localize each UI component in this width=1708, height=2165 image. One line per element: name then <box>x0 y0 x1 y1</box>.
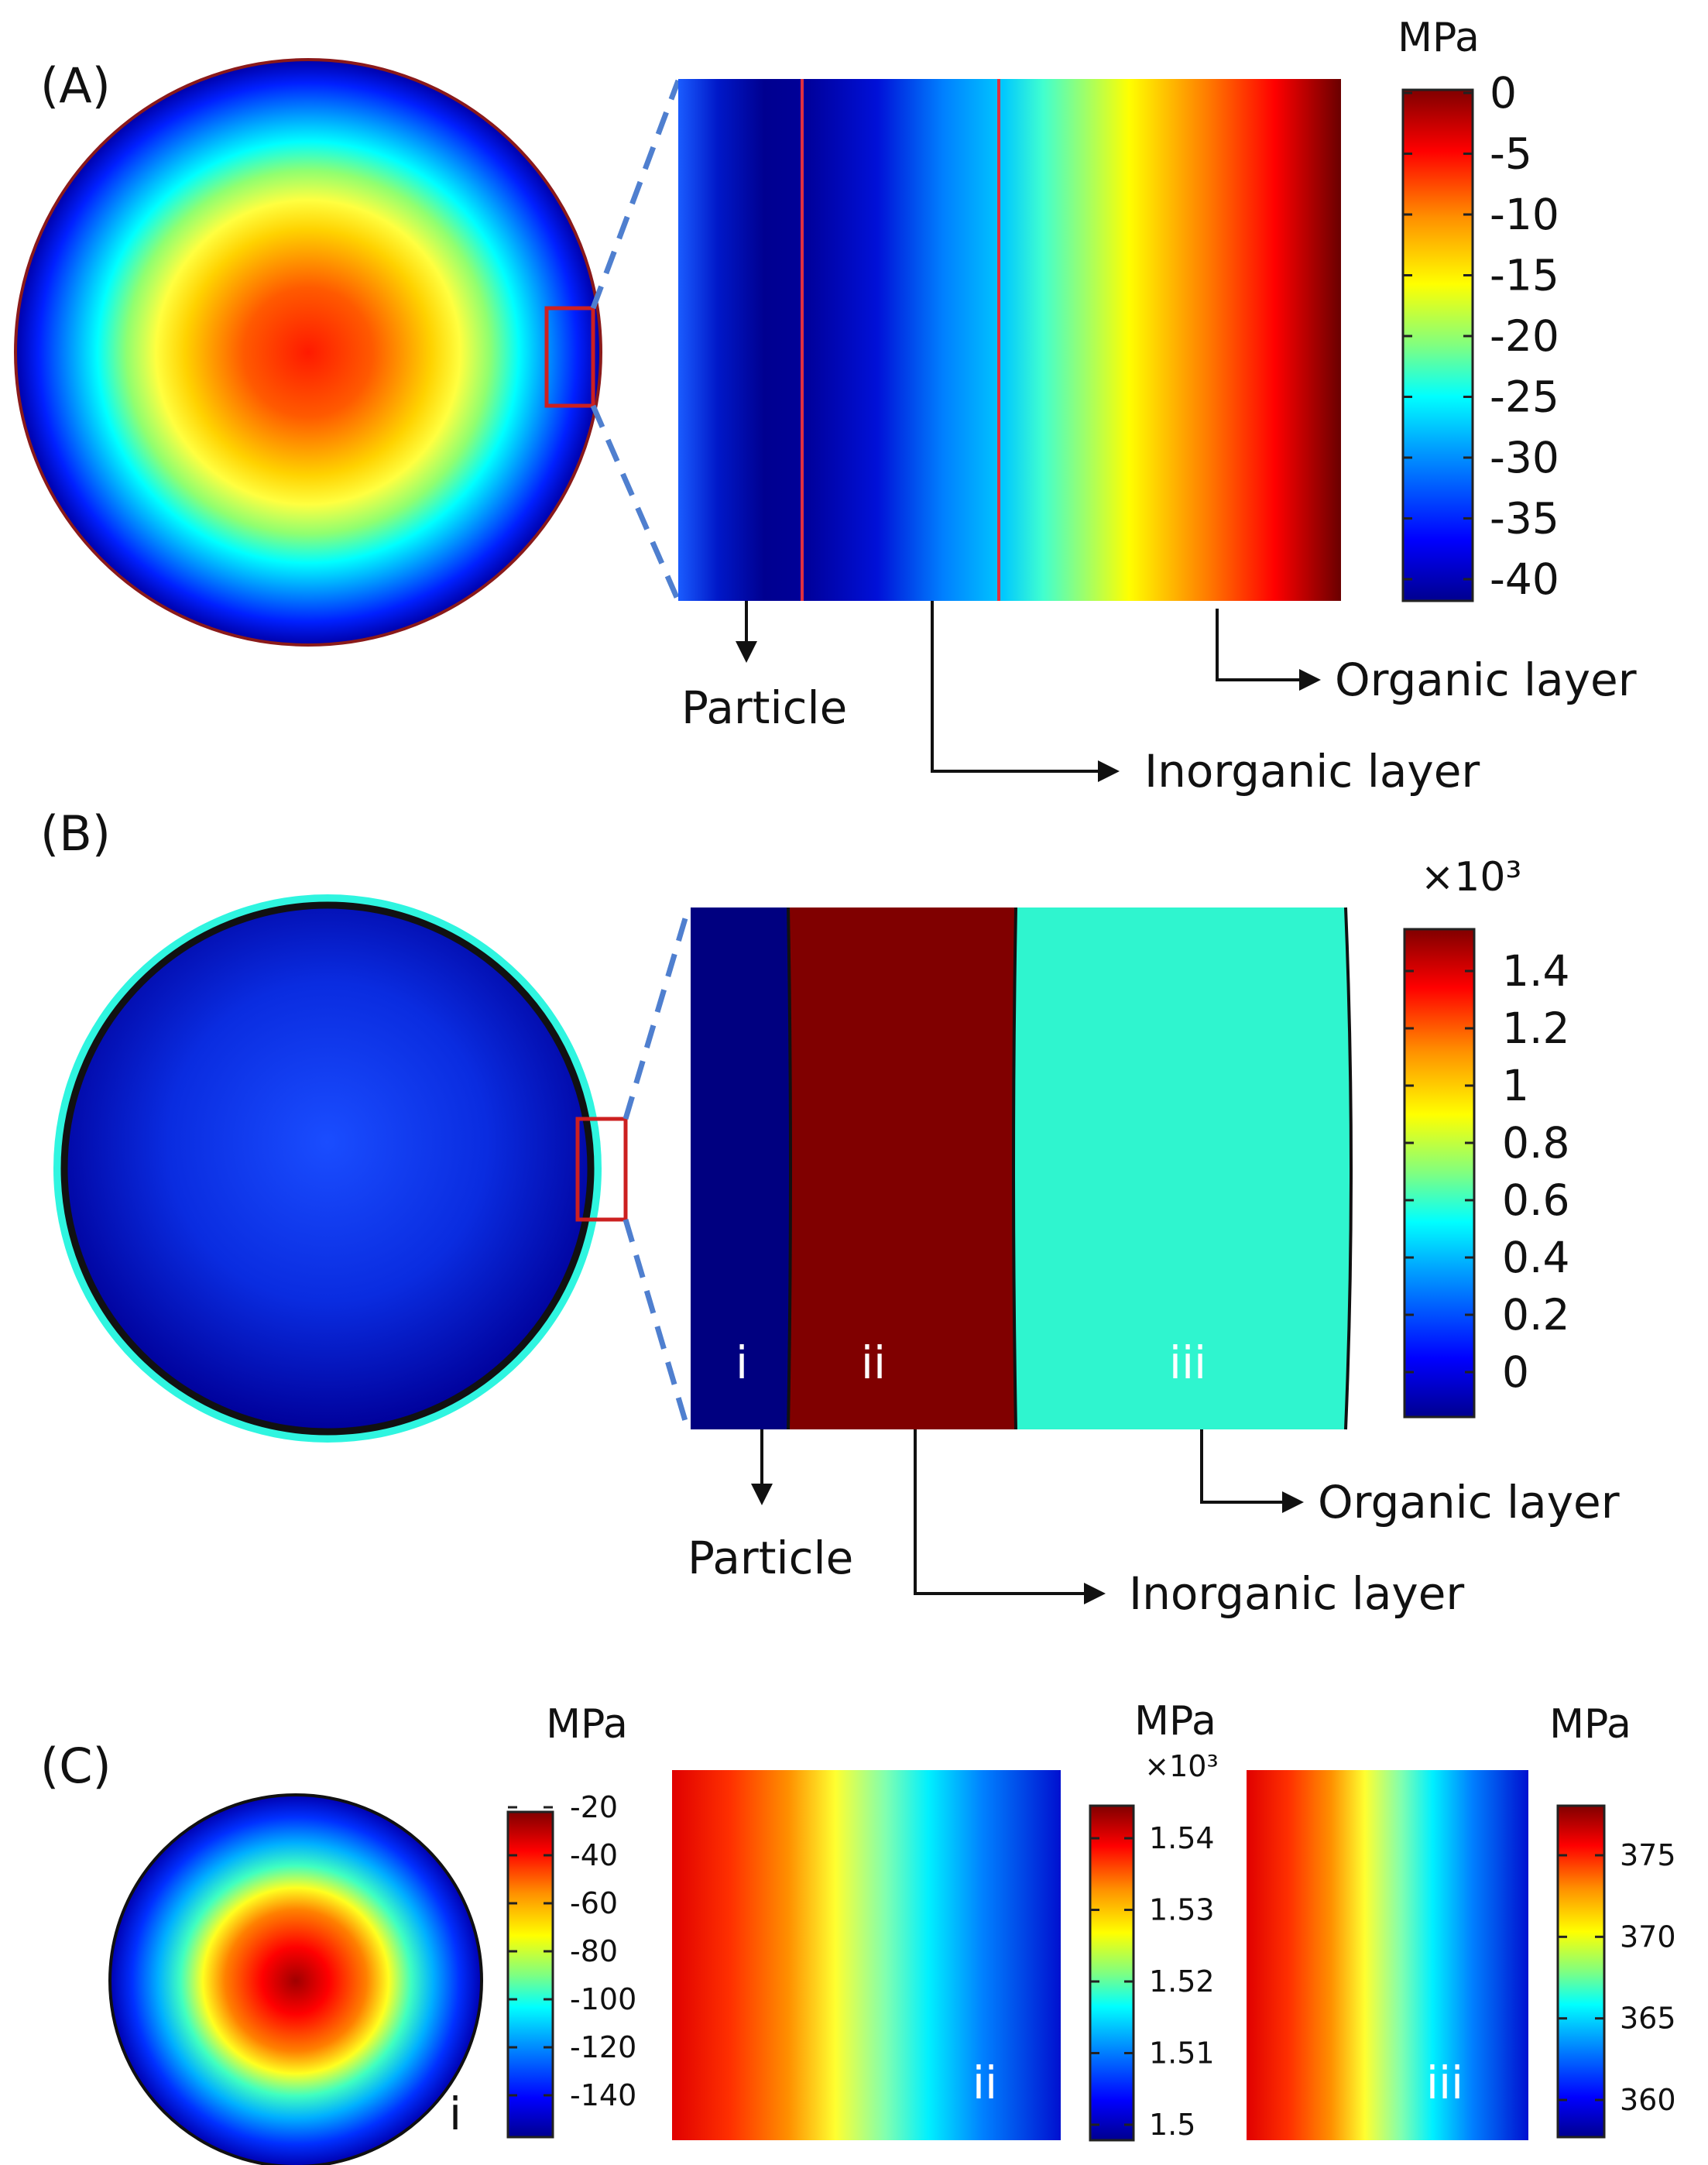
colorbar-b-exponent: ×10³ <box>1421 854 1522 901</box>
zoom-field-c-ii <box>672 1770 1061 2140</box>
colorbar-c-iii-unit: MPa <box>1549 1701 1631 1748</box>
colorbar-tick-label: 0 <box>1490 68 1517 118</box>
colorbar-tick-label: 1.52 <box>1149 1964 1215 1999</box>
colorbar-b-ticks: 1.4 1.2 1 0.8 0.6 0.4 0.2 0 <box>1404 946 1569 1397</box>
panel-a-label: (A) <box>40 57 111 114</box>
colorbar-tick-label: -25 <box>1490 372 1559 422</box>
colorbar-a-ticks: 0 -5 -10 -15 -20 -25 -30 -35 -40 <box>1403 68 1559 604</box>
panel-b: (B) i ii iii ×10³ 1.4 1.2 1 0.8 0.6 0.4 0.2 0 P… <box>40 805 1620 1620</box>
colorbar-tick-label: 1.5 <box>1149 2108 1195 2142</box>
zoom-dash-top-a <box>590 79 681 310</box>
zoom-dash-bottom-a <box>590 404 681 602</box>
zoom-box-b <box>575 1117 628 1222</box>
region-label-i: i <box>736 1336 748 1389</box>
interface-line-3-b <box>1344 907 1353 1430</box>
region-ii-b <box>788 908 1016 1429</box>
colorbar-tick-label: 1 <box>1502 1061 1529 1110</box>
colorbar-c-i-ticks: -20 -40 -60 -80 -100 -120 -140 <box>508 1790 636 2112</box>
colorbar-a <box>1401 88 1474 602</box>
colorbar-tick-label: -40 <box>570 1838 618 1872</box>
zoom-field-a <box>678 79 1341 601</box>
colorbar-tick-label: -5 <box>1490 129 1532 179</box>
colorbar-a-unit: MPa <box>1398 15 1480 61</box>
region-label-iii: iii <box>1169 1336 1206 1389</box>
colorbar-tick-label: 1.54 <box>1149 1821 1215 1855</box>
colorbar-tick-label: -100 <box>570 1982 636 2016</box>
callouts-a <box>736 601 1321 782</box>
colorbar-c-iii <box>1556 1804 1606 2139</box>
colorbar-tick-label: -80 <box>570 1934 618 1968</box>
colorbar-c-i <box>506 1810 554 2139</box>
callout-inorganic-a: Inorganic layer <box>1144 745 1480 798</box>
colorbar-tick-label: 1.4 <box>1502 946 1569 996</box>
colorbar-tick-label: 0.4 <box>1502 1233 1569 1282</box>
panel-a: (A) MPa 0 -5 -10 -15 -20 -25 -30 -35 -40 Particl… <box>14 15 1637 798</box>
colorbar-tick-label: -15 <box>1490 251 1559 300</box>
colorbar-tick-label: -35 <box>1490 494 1559 544</box>
colorbar-c-i-unit: MPa <box>546 1701 628 1748</box>
region-i-b <box>691 908 790 1429</box>
callout-particle-b: Particle <box>688 1532 853 1584</box>
zoom-box-a <box>544 306 595 408</box>
colorbar-tick-label: -140 <box>570 2078 636 2112</box>
particle-circle-c <box>108 1793 483 2165</box>
particle-circle-b <box>60 901 595 1436</box>
colorbar-c-iii-ticks: 375 370 365 360 <box>1558 1838 1676 2117</box>
callout-organic-a: Organic layer <box>1335 654 1637 706</box>
colorbar-tick-label: 0.8 <box>1502 1118 1569 1168</box>
colorbar-tick-label: -30 <box>1490 433 1559 482</box>
colorbar-tick-label: -10 <box>1490 190 1559 239</box>
colorbar-tick-label: 1.2 <box>1502 1004 1569 1053</box>
region-label-ii: ii <box>861 1336 886 1389</box>
colorbar-c-ii <box>1089 1804 1135 2142</box>
zoom-dash-bottom-b <box>622 1219 691 1429</box>
colorbar-tick-label: 0 <box>1502 1347 1529 1397</box>
interface-line-1-b <box>787 907 792 1430</box>
callouts-b <box>751 1429 1304 1604</box>
region-iii-b <box>1013 908 1350 1429</box>
colorbar-c-ii-unit: MPa <box>1134 1698 1216 1745</box>
colorbar-b <box>1403 928 1476 1419</box>
sub-iii-label: iii <box>1426 2057 1463 2109</box>
panel-b-label: (B) <box>40 805 111 862</box>
colorbar-tick-label: 0.2 <box>1502 1290 1569 1340</box>
callout-organic-b: Organic layer <box>1318 1476 1620 1529</box>
colorbar-tick-label: -120 <box>570 2030 636 2064</box>
panel-c-label: (C) <box>40 1738 111 1794</box>
zoom-dash-top-b <box>622 910 691 1120</box>
interface-line-2-b <box>1012 907 1017 1430</box>
colorbar-tick-label: 360 <box>1620 2083 1676 2117</box>
particle-circle-a <box>14 58 602 647</box>
colorbar-tick-label: 1.53 <box>1149 1893 1215 1927</box>
colorbar-tick-label: -20 <box>1490 311 1559 361</box>
panel-c: (C) i MPa -20 -40 -60 -80 -100 -120 -140 ii MP… <box>40 1698 1676 2165</box>
colorbar-tick-label: 370 <box>1620 1920 1676 1954</box>
callout-inorganic-b: Inorganic layer <box>1129 1567 1464 1620</box>
callout-particle-a: Particle <box>681 681 847 734</box>
colorbar-tick-label: 1.51 <box>1149 2036 1215 2071</box>
colorbar-c-ii-ticks: 1.54 1.53 1.52 1.51 1.5 <box>1090 1821 1215 2142</box>
colorbar-tick-label: -60 <box>570 1886 618 1920</box>
sub-i-label: i <box>449 2088 461 2140</box>
sub-ii-label: ii <box>972 2057 997 2109</box>
colorbar-tick-label: -40 <box>1490 554 1559 604</box>
colorbar-tick-label: 375 <box>1620 1838 1676 1872</box>
zoom-field-c-iii <box>1247 1770 1528 2140</box>
colorbar-tick-label: 0.6 <box>1502 1175 1569 1225</box>
colorbar-tick-label: 365 <box>1620 2002 1676 2036</box>
colorbar-c-ii-exponent: ×10³ <box>1144 1749 1218 1783</box>
colorbar-tick-label: -20 <box>570 1790 618 1824</box>
